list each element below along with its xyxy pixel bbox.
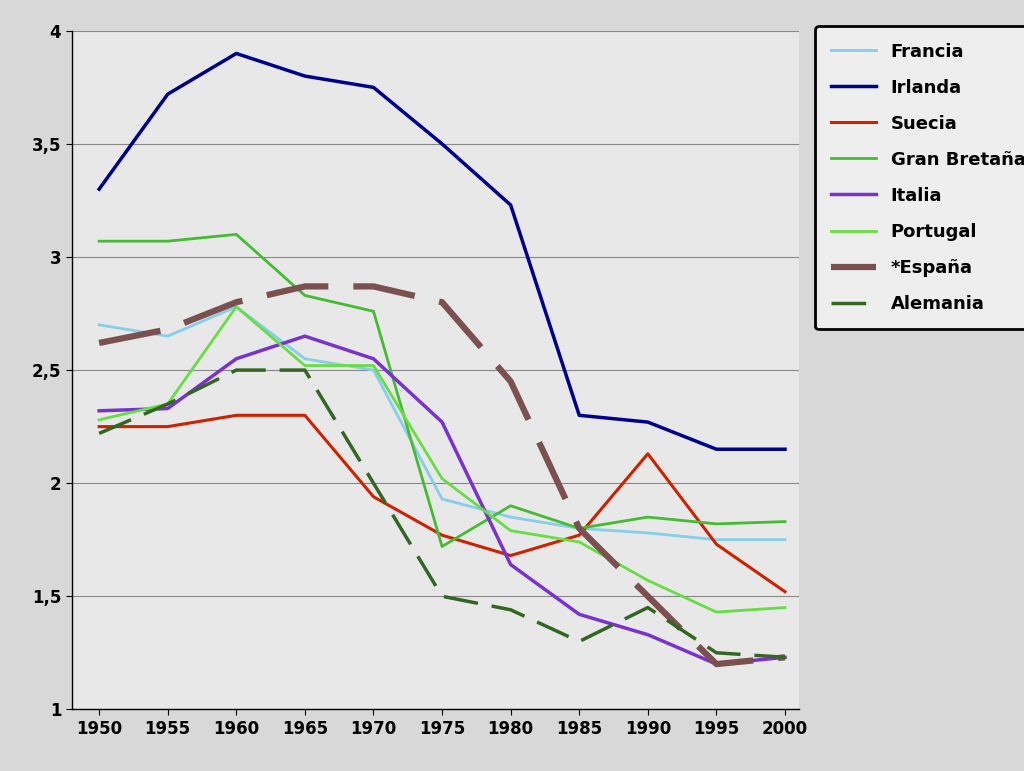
Portugal xyxy=(436,474,449,483)
Suecia xyxy=(642,449,654,459)
Gran Bretaña xyxy=(93,237,105,246)
Suecia xyxy=(93,422,105,431)
Gran Bretaña xyxy=(505,501,517,510)
Alemania xyxy=(162,399,174,409)
*España xyxy=(711,659,723,668)
Line: Portugal: Portugal xyxy=(99,307,785,612)
Gran Bretaña xyxy=(230,230,243,239)
Francia xyxy=(368,365,380,375)
Gran Bretaña xyxy=(711,519,723,528)
Portugal xyxy=(711,608,723,617)
*España xyxy=(505,377,517,386)
Italia xyxy=(93,406,105,416)
Line: Irlanda: Irlanda xyxy=(99,53,785,449)
Suecia xyxy=(436,530,449,540)
Gran Bretaña xyxy=(299,291,311,300)
*España xyxy=(642,591,654,601)
*España xyxy=(93,338,105,348)
Line: Francia: Francia xyxy=(99,307,785,540)
Italia xyxy=(162,404,174,413)
Italia xyxy=(368,354,380,363)
Portugal xyxy=(299,361,311,370)
Italia xyxy=(642,630,654,639)
Gran Bretaña xyxy=(779,517,792,527)
Irlanda xyxy=(711,445,723,454)
Gran Bretaña xyxy=(436,542,449,551)
*España xyxy=(368,281,380,291)
Legend: Francia, Irlanda, Suecia, Gran Bretaña, Italia, Portugal, *España, Alemania: Francia, Irlanda, Suecia, Gran Bretaña, … xyxy=(815,26,1024,329)
Portugal xyxy=(230,302,243,311)
Irlanda xyxy=(779,445,792,454)
Alemania xyxy=(779,653,792,662)
*España xyxy=(573,524,586,533)
Suecia xyxy=(230,411,243,420)
*España xyxy=(162,325,174,334)
Suecia xyxy=(779,587,792,596)
Irlanda xyxy=(162,89,174,99)
*España xyxy=(299,281,311,291)
Alemania xyxy=(436,591,449,601)
Portugal xyxy=(368,361,380,370)
Francia xyxy=(93,320,105,329)
Portugal xyxy=(505,526,517,535)
Irlanda xyxy=(573,411,586,420)
Suecia xyxy=(299,411,311,420)
Alemania xyxy=(642,603,654,612)
Alemania xyxy=(368,479,380,488)
Portugal xyxy=(779,603,792,612)
Francia xyxy=(505,513,517,522)
Irlanda xyxy=(368,82,380,92)
Portugal xyxy=(93,416,105,425)
Italia xyxy=(299,332,311,341)
Line: Suecia: Suecia xyxy=(99,416,785,591)
Italia xyxy=(505,560,517,569)
Portugal xyxy=(642,576,654,585)
Portugal xyxy=(162,399,174,409)
Francia xyxy=(573,524,586,533)
Alemania xyxy=(230,365,243,375)
Francia xyxy=(162,332,174,341)
Francia xyxy=(779,535,792,544)
Francia xyxy=(299,354,311,363)
Francia xyxy=(642,528,654,537)
Italia xyxy=(436,417,449,426)
Francia xyxy=(436,494,449,503)
Gran Bretaña xyxy=(162,237,174,246)
Alemania xyxy=(505,605,517,614)
Irlanda xyxy=(93,184,105,194)
Italia xyxy=(230,354,243,363)
*España xyxy=(436,298,449,307)
Gran Bretaña xyxy=(573,524,586,533)
Irlanda xyxy=(642,417,654,426)
Suecia xyxy=(368,492,380,501)
Line: Alemania: Alemania xyxy=(99,370,785,658)
Suecia xyxy=(162,422,174,431)
Gran Bretaña xyxy=(368,307,380,316)
Francia xyxy=(711,535,723,544)
Gran Bretaña xyxy=(642,513,654,522)
Line: *España: *España xyxy=(99,286,785,664)
Francia xyxy=(230,302,243,311)
Irlanda xyxy=(299,72,311,81)
*España xyxy=(779,653,792,662)
Portugal xyxy=(573,537,586,547)
Alemania xyxy=(711,648,723,658)
Line: Gran Bretaña: Gran Bretaña xyxy=(99,234,785,547)
Irlanda xyxy=(230,49,243,58)
Suecia xyxy=(573,530,586,540)
Irlanda xyxy=(436,140,449,149)
Irlanda xyxy=(505,200,517,210)
Italia xyxy=(711,659,723,668)
Italia xyxy=(779,653,792,662)
*España xyxy=(230,298,243,307)
Suecia xyxy=(711,540,723,549)
Alemania xyxy=(573,637,586,646)
Italia xyxy=(573,610,586,619)
Line: Italia: Italia xyxy=(99,336,785,664)
Suecia xyxy=(505,551,517,561)
Alemania xyxy=(93,429,105,438)
Alemania xyxy=(299,365,311,375)
